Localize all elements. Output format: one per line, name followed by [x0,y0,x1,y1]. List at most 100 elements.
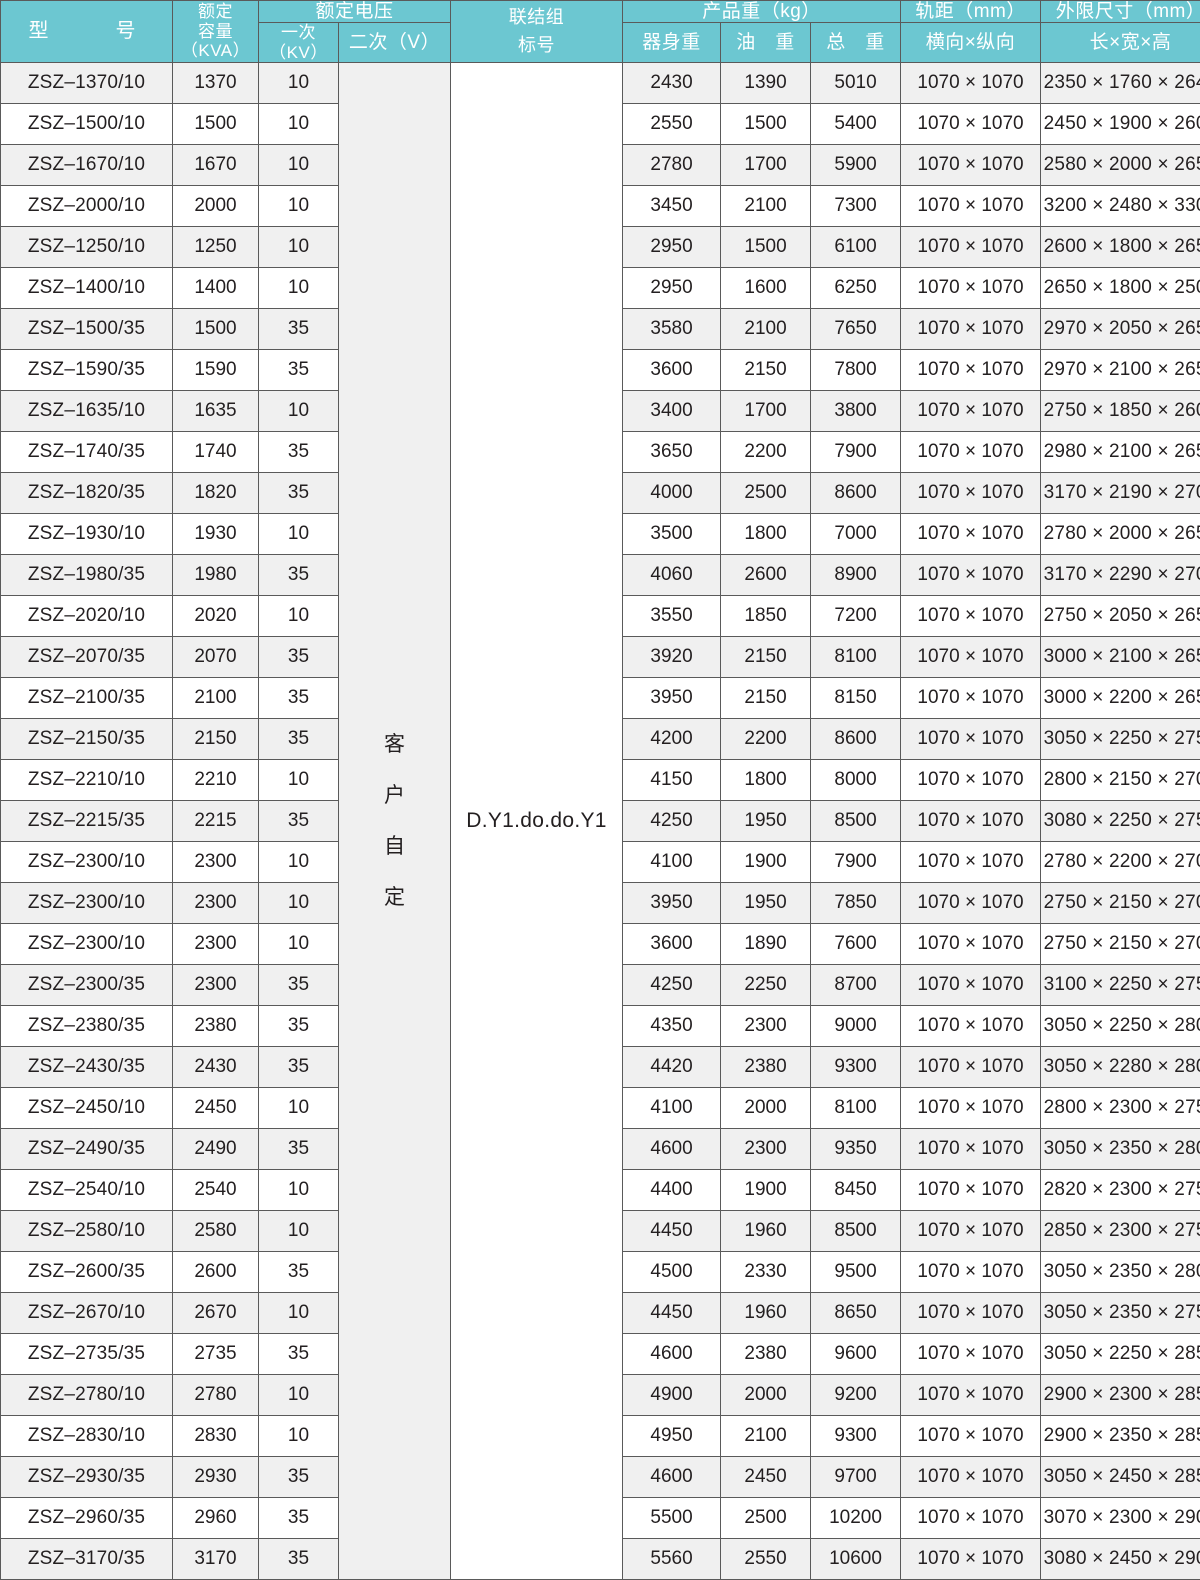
cell-capacity: 1370 [173,63,259,104]
cell-oil-weight: 1500 [721,104,811,145]
cell-capacity: 2300 [173,842,259,883]
cell-capacity: 2960 [173,1498,259,1539]
cell-total-weight: 6100 [811,227,901,268]
cell-capacity: 1500 [173,104,259,145]
cell-body-weight: 3600 [623,924,721,965]
cell-track-gauge: 1070 × 1070 [901,760,1041,801]
table-header: 型 号 额定 容量 （KVA） 额定电压 联结组 标号 产品重（kg） 轨距（m… [1,1,1200,63]
cell-model: ZSZ–2070/35 [1,637,173,678]
cell-total-weight: 9350 [811,1129,901,1170]
cell-primary-voltage: 35 [259,350,339,391]
header-connection-group-line2: 标号 [451,32,622,60]
cell-track-gauge: 1070 × 1070 [901,719,1041,760]
cell-body-weight: 4420 [623,1047,721,1088]
cell-oil-weight: 1800 [721,514,811,555]
header-rated-capacity-line1: 额定 [173,2,258,22]
cell-primary-voltage: 10 [259,924,339,965]
header-oil-weight: 油 重 [721,23,811,63]
cell-outer-dimensions: 3080 × 2250 × 2750 [1041,801,1200,842]
cell-primary-voltage: 35 [259,637,339,678]
cell-body-weight: 3950 [623,883,721,924]
cell-total-weight: 5010 [811,63,901,104]
cell-oil-weight: 2450 [721,1457,811,1498]
cell-model: ZSZ–3170/35 [1,1539,173,1580]
cell-oil-weight: 1890 [721,924,811,965]
cell-total-weight: 8500 [811,1211,901,1252]
header-track-gauge: 轨距（mm） [901,1,1041,23]
cell-oil-weight: 2380 [721,1047,811,1088]
cell-primary-voltage: 10 [259,1375,339,1416]
cell-track-gauge: 1070 × 1070 [901,555,1041,596]
cell-model: ZSZ–2380/35 [1,1006,173,1047]
cell-oil-weight: 1850 [721,596,811,637]
cell-outer-dimensions: 3080 × 2450 × 2900 [1041,1539,1200,1580]
cell-capacity: 2600 [173,1252,259,1293]
cell-total-weight: 5400 [811,104,901,145]
cell-primary-voltage: 10 [259,145,339,186]
cell-outer-dimensions: 3050 × 2280 × 2800 [1041,1047,1200,1088]
cell-connection-group-merged: D.Y1.do.do.Y1 [451,63,623,1580]
cell-track-gauge: 1070 × 1070 [901,104,1041,145]
cell-model: ZSZ–1500/35 [1,309,173,350]
cell-oil-weight: 1900 [721,842,811,883]
cell-capacity: 2930 [173,1457,259,1498]
cell-track-gauge: 1070 × 1070 [901,432,1041,473]
header-row-top: 型 号 额定 容量 （KVA） 额定电压 联结组 标号 产品重（kg） 轨距（m… [1,1,1200,23]
cell-total-weight: 9700 [811,1457,901,1498]
cell-body-weight: 4000 [623,473,721,514]
secondary-voltage-char-2: 自 [384,836,405,857]
cell-body-weight: 4100 [623,1088,721,1129]
cell-outer-dimensions: 2350 × 1760 × 2640 [1041,63,1200,104]
header-model: 型 号 [1,1,173,63]
cell-model: ZSZ–2300/10 [1,883,173,924]
cell-model: ZSZ–2000/10 [1,186,173,227]
cell-model: ZSZ–2735/35 [1,1334,173,1375]
cell-track-gauge: 1070 × 1070 [901,924,1041,965]
cell-oil-weight: 2100 [721,186,811,227]
header-rated-voltage: 额定电压 [259,1,451,23]
cell-oil-weight: 1960 [721,1293,811,1334]
cell-model: ZSZ–1250/10 [1,227,173,268]
cell-track-gauge: 1070 × 1070 [901,1170,1041,1211]
cell-track-gauge: 1070 × 1070 [901,145,1041,186]
cell-track-gauge: 1070 × 1070 [901,1129,1041,1170]
cell-primary-voltage: 10 [259,104,339,145]
cell-oil-weight: 1700 [721,391,811,432]
cell-primary-voltage: 10 [259,268,339,309]
cell-outer-dimensions: 3170 × 2290 × 2700 [1041,555,1200,596]
cell-outer-dimensions: 2750 × 2150 × 2700 [1041,883,1200,924]
cell-oil-weight: 1390 [721,63,811,104]
cell-outer-dimensions: 2600 × 1800 × 2650 [1041,227,1200,268]
cell-outer-dimensions: 2900 × 2350 × 2850 [1041,1416,1200,1457]
cell-outer-dimensions: 2980 × 2100 × 2650 [1041,432,1200,473]
cell-capacity: 2580 [173,1211,259,1252]
cell-body-weight: 4900 [623,1375,721,1416]
cell-body-weight: 4600 [623,1334,721,1375]
cell-primary-voltage: 10 [259,1416,339,1457]
cell-capacity: 2540 [173,1170,259,1211]
cell-model: ZSZ–2300/35 [1,965,173,1006]
cell-oil-weight: 1800 [721,760,811,801]
cell-primary-voltage: 10 [259,1088,339,1129]
cell-oil-weight: 2100 [721,1416,811,1457]
cell-total-weight: 9500 [811,1252,901,1293]
cell-total-weight: 8600 [811,473,901,514]
cell-model: ZSZ–2780/10 [1,1375,173,1416]
cell-model: ZSZ–2830/10 [1,1416,173,1457]
cell-track-gauge: 1070 × 1070 [901,883,1041,924]
header-rated-capacity-line3: （KVA） [173,41,258,61]
cell-total-weight: 8700 [811,965,901,1006]
cell-total-weight: 8150 [811,678,901,719]
cell-capacity: 1980 [173,555,259,596]
cell-total-weight: 7900 [811,432,901,473]
cell-model: ZSZ–2930/35 [1,1457,173,1498]
cell-track-gauge: 1070 × 1070 [901,1047,1041,1088]
header-body-weight: 器身重 [623,23,721,63]
cell-outer-dimensions: 3100 × 2250 × 2750 [1041,965,1200,1006]
cell-outer-dimensions: 3000 × 2200 × 2650 [1041,678,1200,719]
cell-track-gauge: 1070 × 1070 [901,1375,1041,1416]
cell-outer-dimensions: 2970 × 2100 × 2650 [1041,350,1200,391]
cell-oil-weight: 2250 [721,965,811,1006]
cell-oil-weight: 2300 [721,1006,811,1047]
